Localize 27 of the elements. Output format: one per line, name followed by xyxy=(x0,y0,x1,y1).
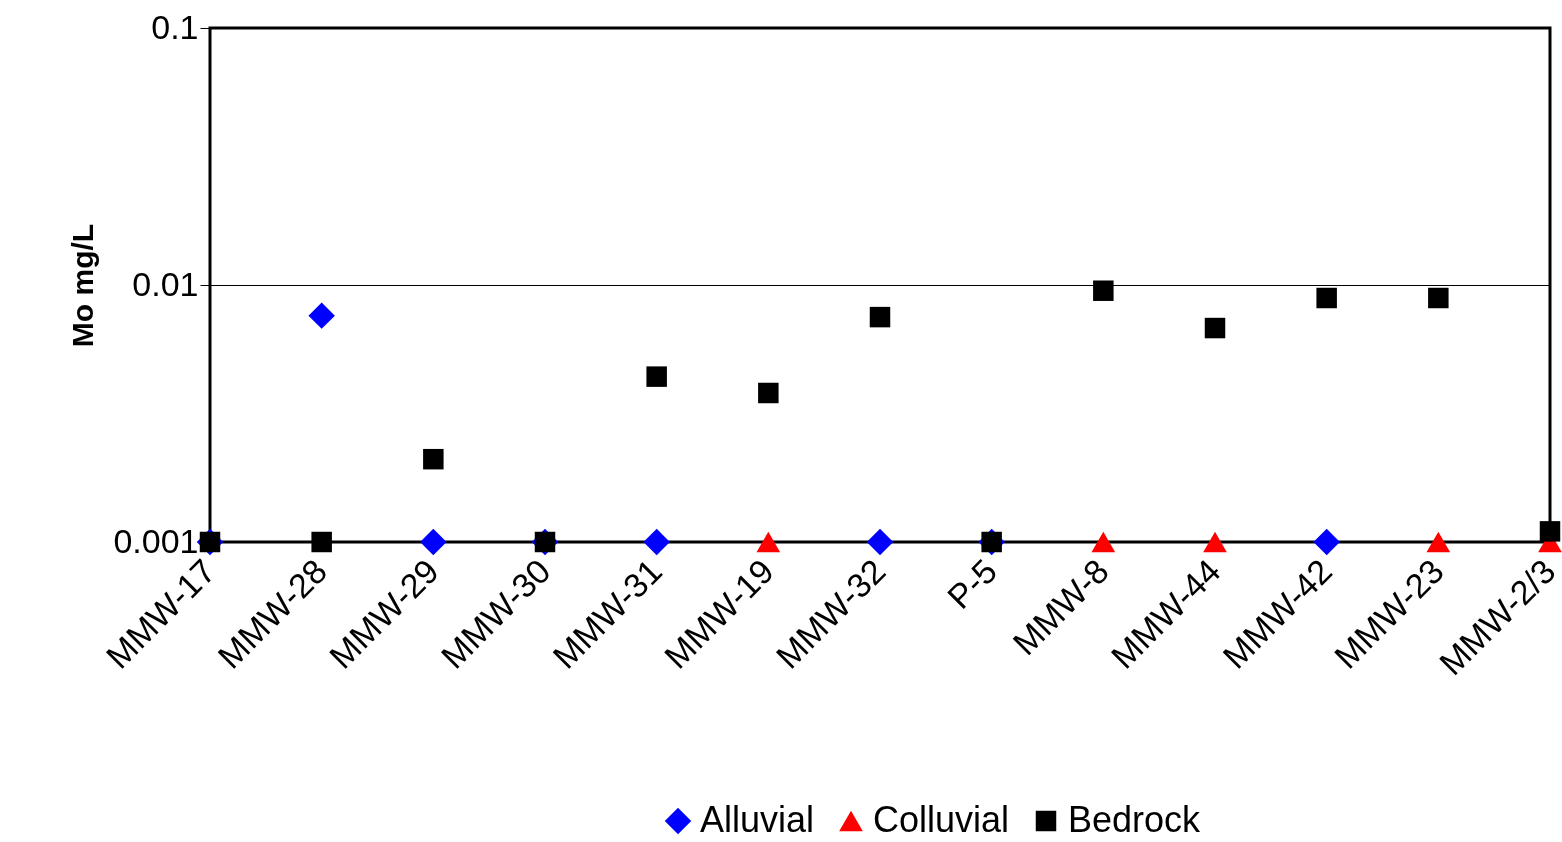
point xyxy=(1428,287,1449,309)
point xyxy=(308,302,335,329)
point xyxy=(866,528,894,556)
point xyxy=(1204,317,1226,339)
point xyxy=(311,531,332,553)
y-tick-label: 0.01 xyxy=(132,264,199,303)
point xyxy=(1091,531,1116,553)
legend-label: Bedrock xyxy=(1068,799,1202,840)
x-tick-label: P-5 xyxy=(939,551,1005,616)
y-axis-title: Mo mg/L xyxy=(66,223,100,348)
point xyxy=(1093,280,1114,301)
legend-label: Alluvial xyxy=(700,799,815,840)
point xyxy=(1316,287,1337,309)
point xyxy=(1539,521,1561,542)
point xyxy=(643,528,670,556)
point xyxy=(758,382,779,404)
point xyxy=(1426,531,1451,553)
point xyxy=(420,528,447,556)
point xyxy=(1313,528,1340,556)
point xyxy=(869,306,891,328)
point xyxy=(423,448,444,470)
y-tick-label: 0.1 xyxy=(151,7,199,46)
point xyxy=(646,366,667,387)
point xyxy=(1203,531,1227,553)
y-tick-label: 0.001 xyxy=(113,521,199,560)
legend-label: Colluvial xyxy=(873,799,1010,840)
point xyxy=(756,531,781,553)
